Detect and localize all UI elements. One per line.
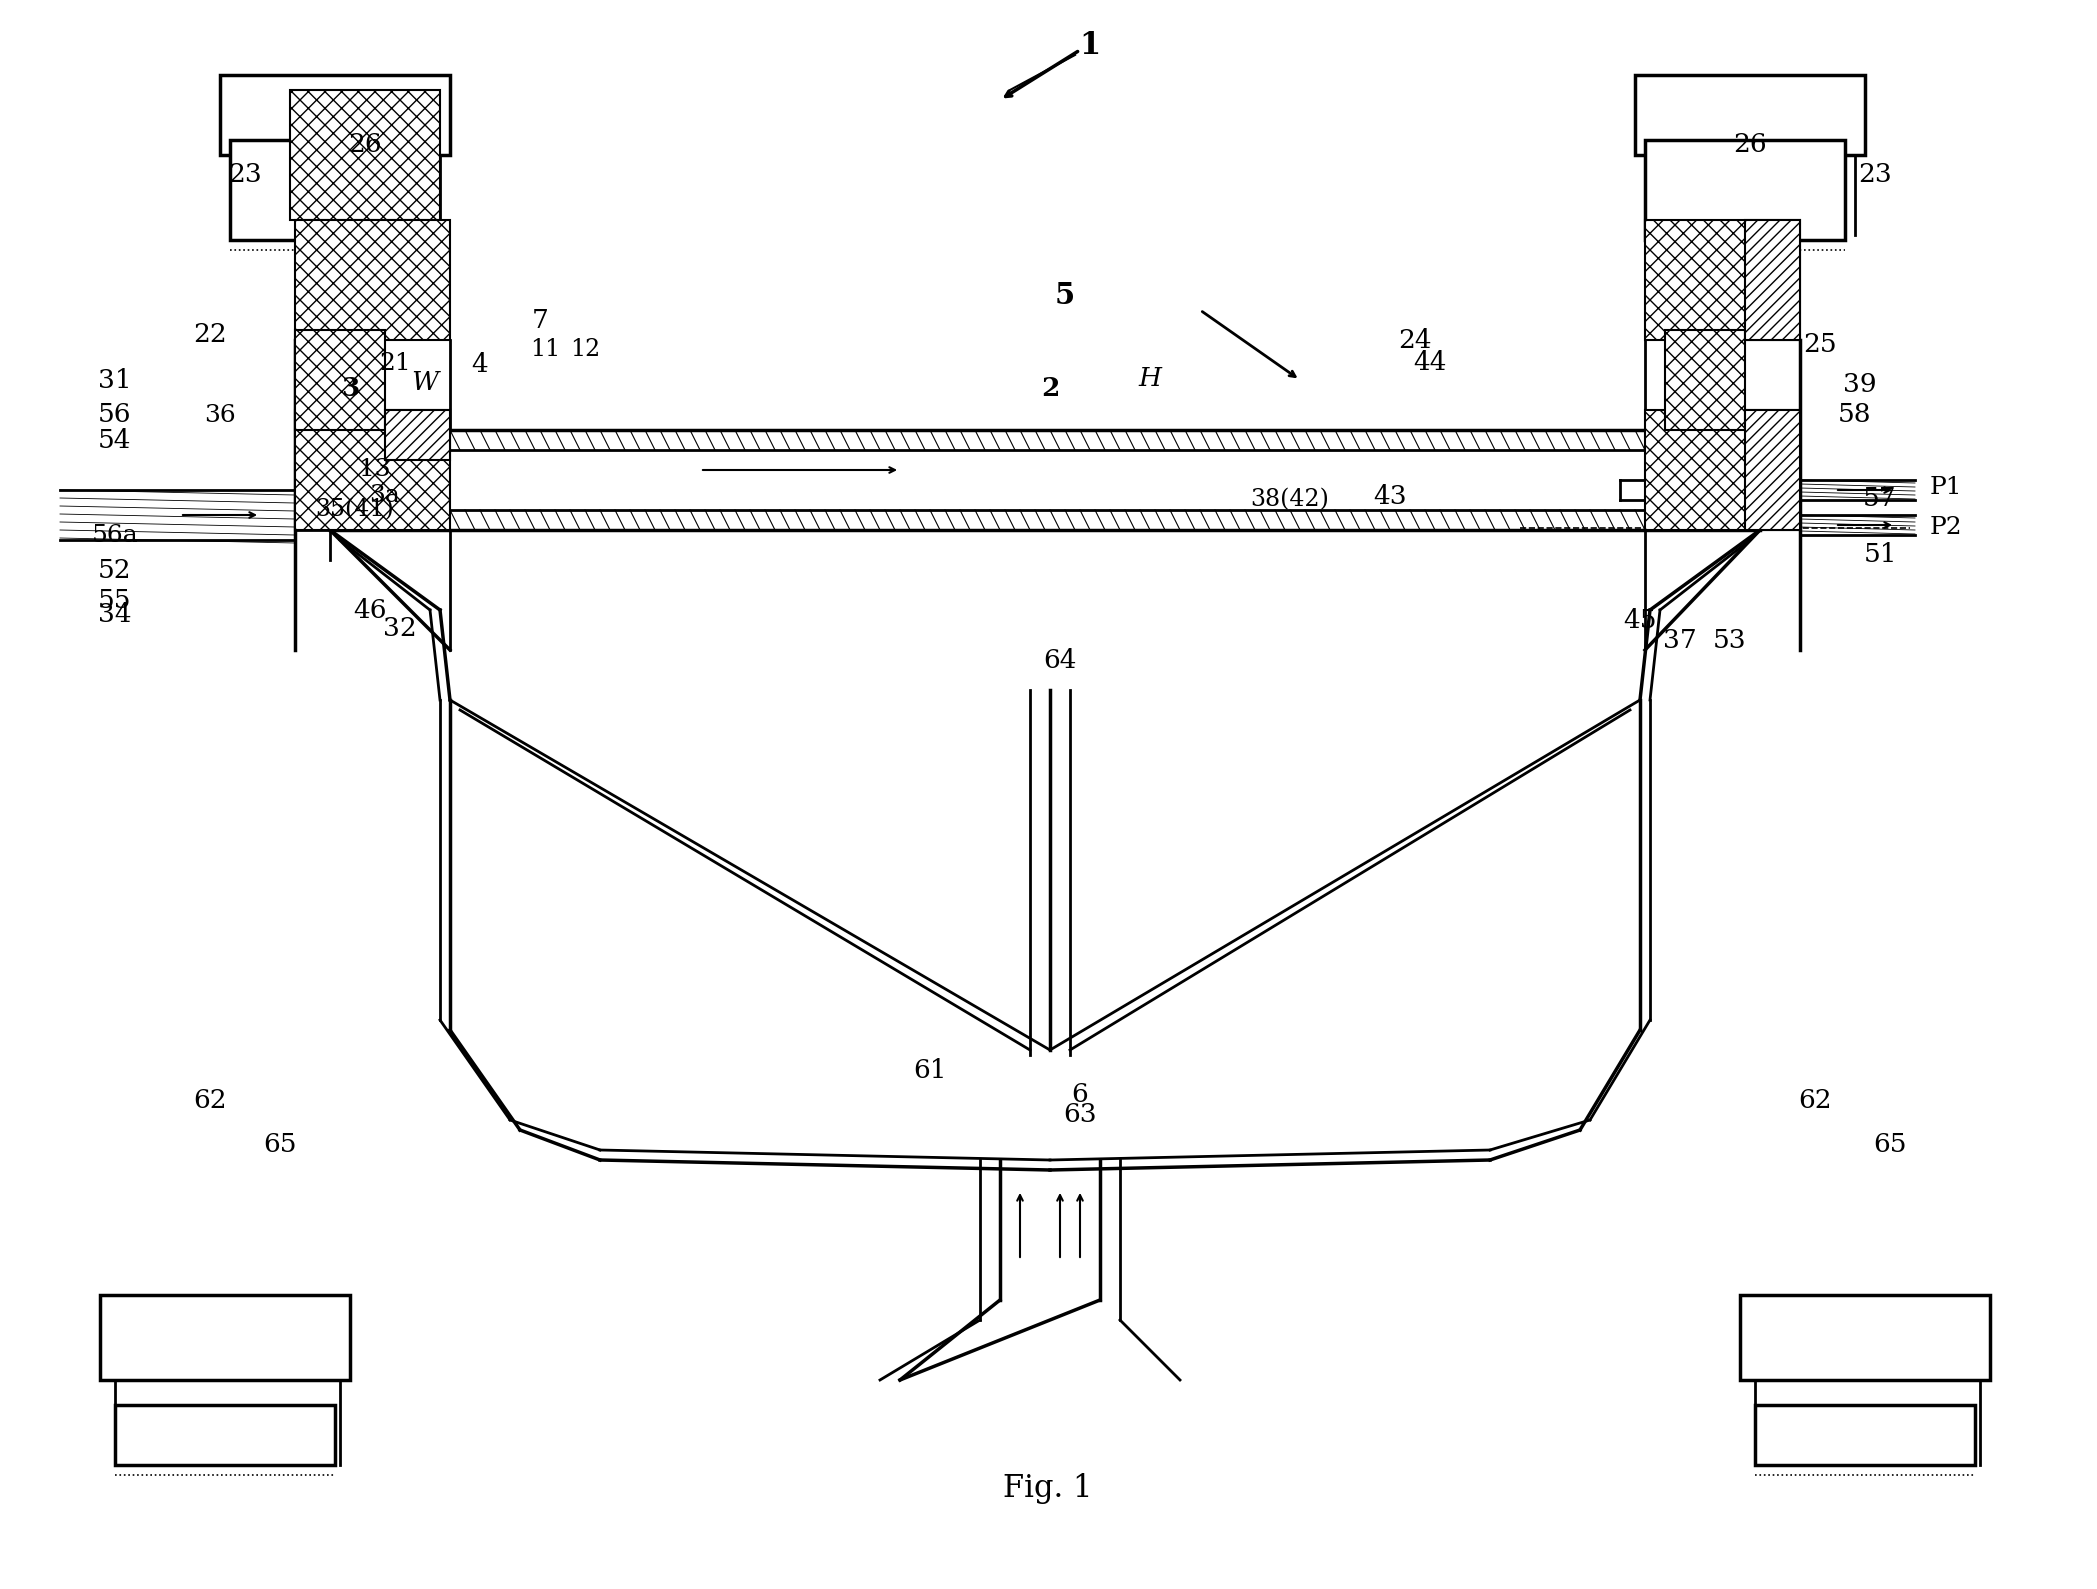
- Text: 5: 5: [1055, 281, 1076, 310]
- Bar: [386, 410, 451, 459]
- Bar: [1644, 219, 1799, 340]
- Text: 22: 22: [193, 323, 226, 348]
- Text: 3a: 3a: [369, 483, 401, 507]
- Text: 63: 63: [1063, 1103, 1097, 1128]
- Bar: [289, 91, 440, 219]
- Text: 7: 7: [531, 308, 549, 332]
- Text: 26: 26: [1734, 132, 1768, 157]
- Text: 12: 12: [570, 338, 600, 362]
- Bar: [115, 1405, 336, 1465]
- Text: 45: 45: [1623, 607, 1657, 632]
- Bar: [1665, 331, 1745, 431]
- Bar: [101, 1295, 350, 1379]
- Text: 4: 4: [472, 353, 489, 378]
- Text: 23: 23: [229, 162, 262, 188]
- Text: 62: 62: [193, 1087, 226, 1112]
- Text: 11: 11: [531, 338, 560, 362]
- Text: 39: 39: [1843, 372, 1877, 397]
- Text: 31: 31: [99, 367, 132, 392]
- Text: 6: 6: [1072, 1082, 1088, 1108]
- Text: 25: 25: [1803, 332, 1837, 358]
- Text: 55: 55: [99, 588, 132, 612]
- Text: 2: 2: [1040, 375, 1059, 400]
- Text: 61: 61: [914, 1058, 946, 1082]
- Text: 21: 21: [380, 351, 411, 375]
- Text: 23: 23: [1858, 162, 1891, 188]
- Text: P1: P1: [1929, 475, 1963, 499]
- Text: 65: 65: [264, 1133, 298, 1157]
- Text: 35(41): 35(41): [317, 499, 394, 521]
- Text: P2: P2: [1929, 516, 1963, 540]
- Bar: [1745, 410, 1799, 531]
- Text: 56: 56: [99, 402, 132, 427]
- Text: H: H: [1139, 365, 1162, 391]
- Text: 26: 26: [348, 132, 382, 157]
- Text: 38(42): 38(42): [1250, 488, 1329, 512]
- Text: 24: 24: [1399, 327, 1432, 353]
- Text: W: W: [411, 370, 438, 396]
- Text: 64: 64: [1042, 647, 1076, 672]
- Bar: [231, 140, 430, 240]
- Bar: [296, 331, 386, 431]
- Bar: [1745, 219, 1799, 340]
- Text: 36: 36: [203, 404, 235, 426]
- Text: 44: 44: [1413, 351, 1447, 375]
- Text: 34: 34: [99, 602, 132, 628]
- Text: 57: 57: [1864, 486, 1898, 510]
- Text: Fig. 1: Fig. 1: [1002, 1473, 1093, 1505]
- Text: 43: 43: [1374, 485, 1407, 510]
- Bar: [1741, 1295, 1990, 1379]
- Text: 56a: 56a: [92, 523, 138, 547]
- Bar: [1644, 140, 1845, 240]
- Bar: [220, 75, 451, 156]
- Text: 58: 58: [1839, 402, 1873, 427]
- Text: 1: 1: [1080, 30, 1101, 60]
- Bar: [1644, 410, 1799, 531]
- Text: 37: 37: [1663, 628, 1696, 653]
- Bar: [1636, 75, 1864, 156]
- Bar: [296, 219, 451, 340]
- Text: 46: 46: [352, 597, 386, 623]
- Text: 52: 52: [99, 558, 132, 583]
- Text: 13: 13: [359, 459, 390, 481]
- Bar: [1755, 1405, 1975, 1465]
- Bar: [296, 410, 451, 531]
- Text: 54: 54: [99, 427, 132, 453]
- Text: 62: 62: [1799, 1087, 1833, 1112]
- Text: 65: 65: [1873, 1133, 1906, 1157]
- Text: 32: 32: [384, 615, 417, 640]
- Text: 51: 51: [1864, 542, 1898, 567]
- Text: 3: 3: [342, 375, 359, 400]
- Text: 53: 53: [1713, 628, 1747, 653]
